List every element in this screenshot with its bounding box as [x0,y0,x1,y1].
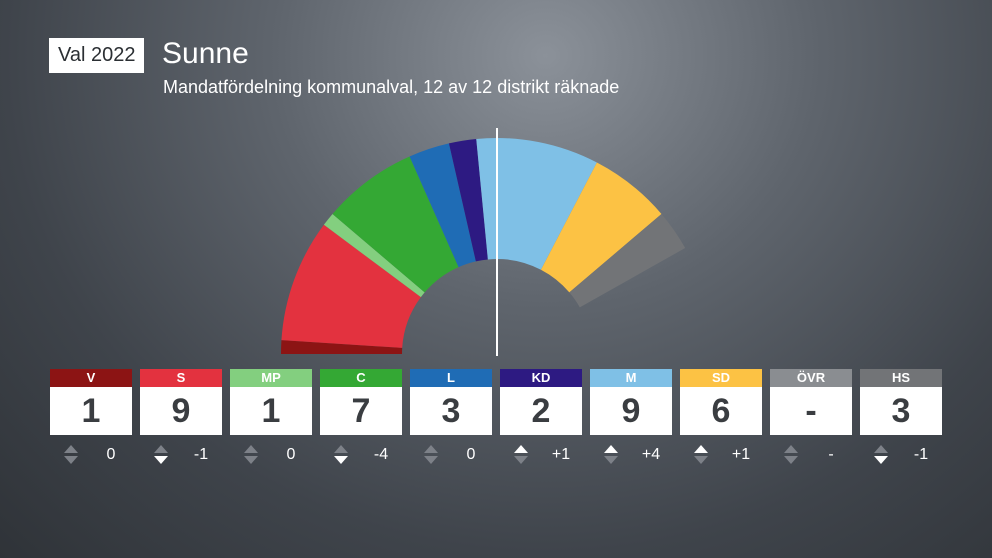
arrow-down-icon [514,456,528,464]
party-seat-count: 1 [230,387,312,435]
hemicycle-sector-m [476,137,597,270]
arrow-up-icon [514,445,528,453]
party-card-sd: SD 6 +1 [680,369,762,465]
seat-change-value: 0 [106,446,116,463]
seat-change: 0 [230,435,312,465]
hemicycle-sector-l [409,143,476,268]
change-arrows-icon [694,445,708,464]
party-label: L [410,369,492,387]
seat-change-value: -1 [193,446,209,463]
party-card-s: S 9 -1 [140,369,222,465]
hemicycle-sector-hs [569,213,686,308]
hemicycle-sector-kd [448,138,488,262]
party-seat-count: 7 [320,387,402,435]
hemicycle-sector-s [281,224,421,348]
arrow-down-icon [604,456,618,464]
seat-change: 0 [410,435,492,465]
arrow-down-icon [244,456,258,464]
arrow-up-icon [604,445,618,453]
change-arrows-icon [874,445,888,464]
party-card-m: M 9 +4 [590,369,672,465]
arrow-up-icon [244,445,258,453]
party-card-kd: KD 2 +1 [500,369,582,465]
party-label: M [590,369,672,387]
arrow-up-icon [64,445,78,453]
party-label: ÖVR [770,369,852,387]
change-arrows-icon [334,445,348,464]
seat-change: +1 [500,435,582,465]
arrow-down-icon [874,456,888,464]
seat-change: -1 [860,435,942,465]
party-seat-count: - [770,387,852,435]
seat-change: -4 [320,435,402,465]
page-title: Sunne [162,37,249,70]
party-label: HS [860,369,942,387]
seat-change-value: - [828,446,834,463]
change-arrows-icon [424,445,438,464]
arrow-down-icon [64,456,78,464]
seat-change: 0 [50,435,132,465]
hemicycle-sector-sd [540,162,662,293]
seat-change-value: 0 [466,446,476,463]
arrow-up-icon [694,445,708,453]
party-label: KD [500,369,582,387]
arrow-up-icon [334,445,348,453]
party-seat-count: 2 [500,387,582,435]
page-subtitle: Mandatfördelning kommunalval, 12 av 12 d… [163,77,620,97]
seat-change: -1 [140,435,222,465]
seat-change-value: +1 [551,446,571,463]
arrow-up-icon [154,445,168,453]
seat-change: +1 [680,435,762,465]
party-label: C [320,369,402,387]
change-arrows-icon [154,445,168,464]
party-seat-count: 6 [680,387,762,435]
seat-change-value: +1 [731,446,751,463]
seat-change-value: -1 [913,446,929,463]
party-card-mp: MP 1 0 [230,369,312,465]
seat-change-value: -4 [373,446,389,463]
election-year-badge: Val 2022 [49,38,145,73]
party-label: MP [230,369,312,387]
change-arrows-icon [244,445,258,464]
arrow-up-icon [874,445,888,453]
party-card-övr: ÖVR - - [770,369,852,465]
party-label: S [140,369,222,387]
arrow-down-icon [424,456,438,464]
hemicycle-sector-c [332,156,459,293]
party-card-hs: HS 3 -1 [860,369,942,465]
arrow-down-icon [154,456,168,464]
party-label: SD [680,369,762,387]
party-seat-count: 9 [140,387,222,435]
party-seat-count: 3 [860,387,942,435]
arrow-up-icon [784,445,798,453]
arrow-down-icon [784,456,798,464]
seat-change-value: +4 [641,446,661,463]
party-seat-count: 9 [590,387,672,435]
seat-change: - [770,435,852,465]
hemicycle-sector-v [281,340,403,354]
arrow-down-icon [334,456,348,464]
party-card-c: C 7 -4 [320,369,402,465]
arrow-up-icon [424,445,438,453]
change-arrows-icon [604,445,618,464]
hemicycle-sector-mp [323,213,425,298]
seat-change-value: 0 [286,446,296,463]
party-seat-count: 3 [410,387,492,435]
party-seat-count: 1 [50,387,132,435]
change-arrows-icon [784,445,798,464]
party-label: V [50,369,132,387]
seat-change: +4 [590,435,672,465]
arrow-down-icon [694,456,708,464]
change-arrows-icon [64,445,78,464]
change-arrows-icon [514,445,528,464]
